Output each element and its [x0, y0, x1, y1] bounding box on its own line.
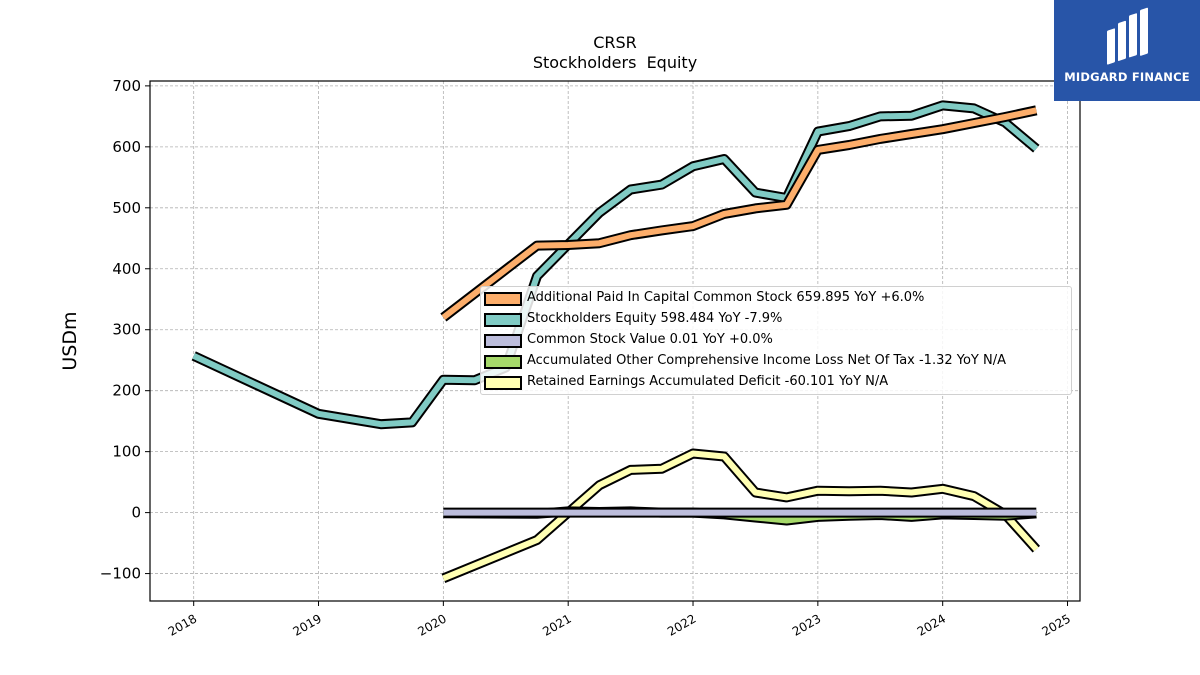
legend-label: Common Stock Value 0.01 YoY +0.0% [527, 332, 773, 347]
plot-frame [149, 80, 1081, 602]
legend-swatch [484, 334, 522, 348]
x-tick-label: 2021 [540, 611, 573, 638]
x-tick-label: 2020 [415, 611, 448, 638]
logo-text: MIDGARD FINANCE [1064, 70, 1190, 84]
series-line [192, 102, 1039, 428]
x-tick-label: 2018 [166, 611, 199, 638]
series-line [442, 450, 1039, 582]
legend-swatch [484, 313, 522, 327]
y-tick-label: 500 [112, 199, 141, 217]
legend-swatch [484, 355, 522, 369]
x-tick-label: 2025 [1040, 611, 1073, 638]
legend-item: Common Stock Value 0.01 YoY +0.0% [481, 331, 1073, 351]
chart-title: CRSR [593, 33, 637, 52]
x-tick-label: 2024 [915, 611, 948, 638]
legend-swatch [484, 292, 522, 306]
legend-item: Accumulated Other Comprehensive Income L… [481, 352, 1073, 372]
legend-label: Additional Paid In Capital Common Stock … [527, 290, 925, 305]
y-tick-label: 700 [112, 77, 141, 95]
y-tick-label: 300 [112, 321, 141, 339]
legend-label: Accumulated Other Comprehensive Income L… [527, 353, 1006, 368]
legend-label: Stockholders Equity 598.484 YoY -7.9% [527, 311, 783, 326]
x-tick-label: 2022 [665, 611, 698, 638]
legend-item: Retained Earnings Accumulated Deficit -6… [481, 373, 1073, 393]
legend-swatch [484, 376, 522, 390]
y-tick-label: 600 [112, 138, 141, 156]
chart-subtitle: Stockholders Equity [533, 53, 697, 72]
y-tick-label: −100 [100, 565, 141, 583]
x-tick-label: 2019 [291, 611, 324, 638]
legend-label: Retained Earnings Accumulated Deficit -6… [527, 374, 889, 389]
chart-legend: Additional Paid In Capital Common Stock … [480, 286, 1072, 395]
brand-logo: MIDGARD FINANCE [1054, 0, 1200, 101]
midgard-logo-icon [1107, 7, 1148, 65]
y-tick-label: 0 [131, 504, 141, 522]
y-tick-label: 400 [112, 260, 141, 278]
legend-item: Stockholders Equity 598.484 YoY -7.9% [481, 310, 1073, 330]
y-axis-label: USDm [59, 311, 81, 370]
x-tick-label: 2023 [790, 611, 823, 638]
y-tick-label: 100 [112, 443, 141, 461]
legend-item: Additional Paid In Capital Common Stock … [481, 289, 1073, 309]
series-line [441, 107, 1037, 320]
y-tick-label: 200 [112, 382, 141, 400]
